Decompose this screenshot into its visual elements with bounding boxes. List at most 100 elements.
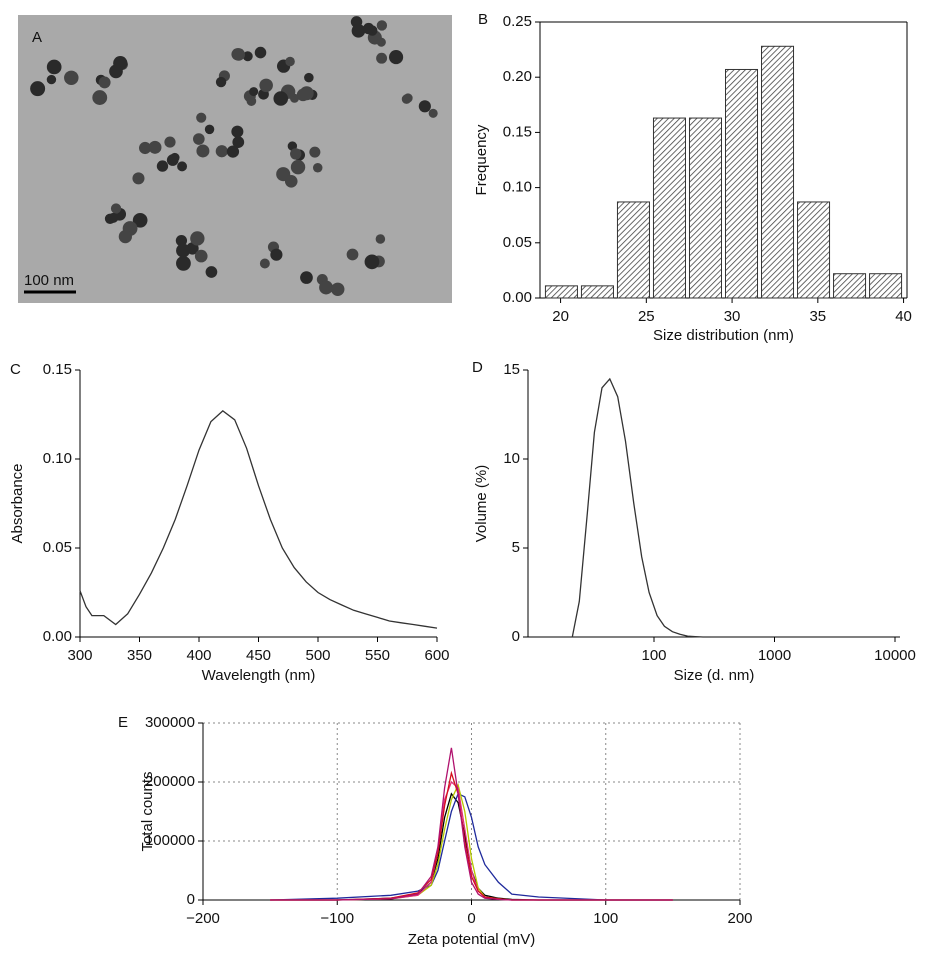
panel-label: A xyxy=(32,29,42,46)
particle xyxy=(92,90,108,105)
bar xyxy=(580,285,614,299)
y-tick-label: 0.20 xyxy=(503,68,532,85)
x-tick-label: −100 xyxy=(320,910,354,927)
particle xyxy=(156,160,169,172)
x-tick-label: 100 xyxy=(641,647,666,664)
x-axis-label: Zeta potential (mV) xyxy=(408,931,536,948)
particle xyxy=(175,235,188,247)
y-axis-label: Absorbance xyxy=(9,463,26,543)
particle xyxy=(300,271,313,284)
x-tick-label: −200 xyxy=(186,910,220,927)
y-axis-label: Frequency xyxy=(473,124,490,195)
panel-label: D xyxy=(472,359,483,376)
particle xyxy=(375,234,386,244)
data-line xyxy=(79,410,438,629)
particle xyxy=(312,162,323,173)
y-tick-label: 10 xyxy=(503,450,520,467)
particle xyxy=(193,133,205,145)
x-tick-label: 550 xyxy=(365,647,390,664)
particle xyxy=(273,91,289,106)
particle xyxy=(290,148,302,160)
x-tick-label: 350 xyxy=(127,647,152,664)
x-tick-label: 100 xyxy=(593,910,618,927)
y-tick-label: 0.05 xyxy=(43,539,72,556)
y-tick-label: 0.15 xyxy=(503,123,532,140)
particle xyxy=(304,72,314,83)
panel-label: B xyxy=(478,11,488,28)
particle xyxy=(331,282,345,297)
particle xyxy=(259,258,270,269)
bar xyxy=(544,285,578,299)
x-tick-label: 20 xyxy=(552,308,569,325)
particle xyxy=(64,70,79,86)
y-tick-label: 5 xyxy=(512,539,520,556)
tem-image-panel: A 100 nm xyxy=(18,15,452,303)
particle xyxy=(118,229,132,244)
particle xyxy=(132,212,148,228)
particle xyxy=(246,96,257,106)
x-tick-label: 30 xyxy=(724,308,741,325)
particle xyxy=(364,254,380,270)
panel-label: C xyxy=(10,361,21,378)
bar xyxy=(688,117,722,299)
x-tick-label: 200 xyxy=(727,910,752,927)
bar xyxy=(616,201,650,299)
panel-label: E xyxy=(118,714,128,731)
y-tick-label: 0.10 xyxy=(43,450,72,467)
particle xyxy=(176,243,191,258)
x-tick-label: 0 xyxy=(467,910,475,927)
particle xyxy=(276,167,291,182)
particle xyxy=(249,87,259,97)
particles xyxy=(30,16,438,297)
particle xyxy=(270,248,283,261)
particle xyxy=(346,248,359,261)
particle xyxy=(196,144,210,158)
particle xyxy=(376,20,388,31)
x-tick-label: 10000 xyxy=(874,647,916,664)
x-tick-label: 400 xyxy=(186,647,211,664)
particle xyxy=(376,37,386,47)
particle xyxy=(418,100,431,113)
particle xyxy=(215,76,227,88)
particle xyxy=(362,22,375,35)
particle xyxy=(108,212,119,223)
y-tick-label: 0.00 xyxy=(503,289,532,306)
x-tick-label: 450 xyxy=(246,647,271,664)
particle xyxy=(139,141,152,155)
particle xyxy=(428,108,438,118)
x-axis-label: Size distribution (nm) xyxy=(653,327,794,344)
particle xyxy=(176,255,191,271)
particle xyxy=(204,124,215,135)
y-tick-label: 0.15 xyxy=(43,361,72,378)
particle xyxy=(148,140,162,154)
particle xyxy=(232,136,245,148)
particle xyxy=(30,81,46,97)
y-tick-label: 200000 xyxy=(145,773,195,790)
bar xyxy=(652,117,686,299)
particle xyxy=(226,145,240,158)
scale-bar-label: 100 nm xyxy=(24,272,74,289)
y-tick-label: 0.10 xyxy=(503,179,532,196)
particle xyxy=(401,94,412,104)
y-tick-label: 300000 xyxy=(145,714,195,731)
x-tick-label: 35 xyxy=(809,308,826,325)
particle xyxy=(215,145,228,158)
x-tick-label: 1000 xyxy=(758,647,791,664)
y-tick-label: 0 xyxy=(187,891,195,908)
x-tick-label: 25 xyxy=(638,308,655,325)
particle xyxy=(259,78,273,93)
particle xyxy=(190,231,205,246)
y-axis-label: Total counts xyxy=(139,771,156,851)
particle xyxy=(290,159,306,175)
x-tick-label: 500 xyxy=(305,647,330,664)
particle xyxy=(110,203,122,214)
y-tick-label: 0.05 xyxy=(503,234,532,251)
data-line xyxy=(270,792,673,901)
bar xyxy=(797,201,831,299)
y-tick-label: 0.25 xyxy=(503,13,532,30)
particle xyxy=(194,249,208,263)
particle xyxy=(98,76,111,89)
particle xyxy=(132,172,145,185)
y-tick-label: 0 xyxy=(512,628,520,645)
